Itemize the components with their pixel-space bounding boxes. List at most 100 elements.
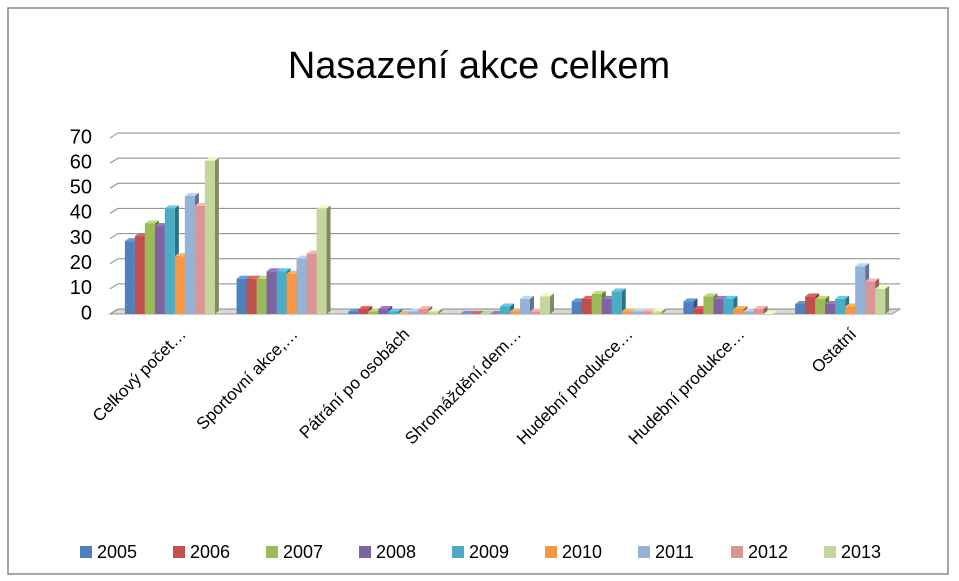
bar — [460, 311, 474, 314]
bar-face — [875, 285, 890, 289]
bar-face — [815, 295, 830, 299]
legend-swatch — [545, 546, 557, 558]
legend-label: 2012 — [748, 542, 788, 562]
bar-face — [428, 311, 439, 314]
bar-face — [753, 308, 764, 314]
legend-swatch — [80, 546, 92, 558]
bar-face — [733, 305, 748, 309]
bar-face — [246, 275, 261, 279]
bar-face — [621, 308, 636, 312]
bar-face — [236, 275, 251, 279]
bar — [388, 308, 403, 314]
bar-face — [713, 298, 724, 314]
bar-face — [611, 288, 626, 292]
bar-face — [134, 236, 145, 314]
bar — [753, 305, 768, 314]
bar-face — [276, 271, 287, 314]
bar-face — [885, 285, 890, 314]
bar-face — [763, 311, 778, 314]
legend-label: 2007 — [283, 542, 323, 562]
bar-face — [733, 308, 744, 314]
bar — [470, 311, 484, 314]
bar-face — [246, 278, 257, 314]
bar-face — [601, 298, 612, 314]
bar-face — [418, 305, 433, 309]
y-tick-label: 70 — [70, 126, 92, 148]
bar-face — [703, 296, 714, 314]
bar-face — [875, 288, 886, 314]
bar-face — [326, 205, 331, 314]
bar-face — [845, 306, 856, 314]
bar-face — [683, 298, 698, 302]
bar-face — [683, 301, 694, 314]
bar — [763, 311, 778, 314]
bar-face — [306, 253, 317, 314]
grid-line — [109, 182, 900, 189]
bar-face — [348, 311, 359, 314]
bar — [316, 205, 331, 314]
bar-face — [510, 311, 520, 314]
y-tick-label: 60 — [70, 151, 92, 173]
bar-face — [500, 303, 514, 307]
bar-face — [204, 160, 215, 314]
bar-face — [204, 157, 219, 161]
bar-face — [865, 278, 880, 282]
legend-label: 2008 — [376, 542, 416, 562]
bar-face — [144, 220, 159, 224]
bar-face — [500, 306, 510, 314]
bar-face — [703, 293, 718, 297]
bar-face — [693, 308, 704, 314]
bar-face — [581, 298, 592, 314]
legend-swatch — [824, 546, 836, 558]
legend-label: 2011 — [655, 542, 694, 562]
chart-title: Nasazení akce celkem — [288, 45, 670, 87]
bar-face — [316, 208, 327, 314]
bar-face — [723, 295, 738, 299]
bar-face — [316, 205, 331, 209]
bar-face — [805, 293, 820, 297]
y-tick-label: 40 — [70, 202, 92, 224]
bar-face — [571, 301, 582, 314]
bar-face — [631, 311, 642, 314]
legend-swatch — [359, 546, 371, 558]
bar-face — [418, 308, 429, 314]
legend-swatch — [173, 546, 185, 558]
y-tick-label: 10 — [70, 277, 92, 299]
legend-label: 2013 — [841, 542, 881, 562]
bar-face — [388, 311, 399, 314]
bar-face — [184, 192, 199, 196]
bar-face — [805, 296, 816, 314]
bar-face — [825, 303, 836, 314]
bar-face — [641, 311, 652, 314]
bar-face — [378, 305, 393, 309]
bar-face — [855, 266, 866, 314]
bar-face — [256, 278, 267, 314]
legend-label: 2006 — [190, 542, 230, 562]
grid-line — [109, 283, 900, 290]
bar-face — [743, 311, 754, 314]
legend-swatch — [638, 546, 650, 558]
legend-label: 2009 — [469, 542, 509, 562]
bar-face — [154, 226, 165, 314]
bar — [875, 285, 890, 314]
bar-face — [530, 311, 540, 314]
bar-face — [408, 311, 419, 314]
legend-swatch — [731, 546, 743, 558]
bar-face — [358, 305, 373, 309]
bar-face — [480, 311, 494, 314]
bar-face — [368, 311, 379, 314]
bar-face — [124, 241, 135, 314]
bar — [611, 288, 626, 314]
bar-face — [388, 308, 403, 312]
bar-face — [520, 298, 530, 314]
y-tick-label: 20 — [70, 252, 92, 274]
bar-face — [835, 298, 846, 314]
y-tick-label: 0 — [81, 302, 92, 324]
bar-face — [194, 205, 205, 314]
bar-face — [855, 263, 870, 267]
bar-face — [460, 311, 474, 314]
legend-label: 2010 — [562, 542, 602, 562]
bar-face — [296, 258, 307, 314]
bar-face — [835, 295, 850, 299]
